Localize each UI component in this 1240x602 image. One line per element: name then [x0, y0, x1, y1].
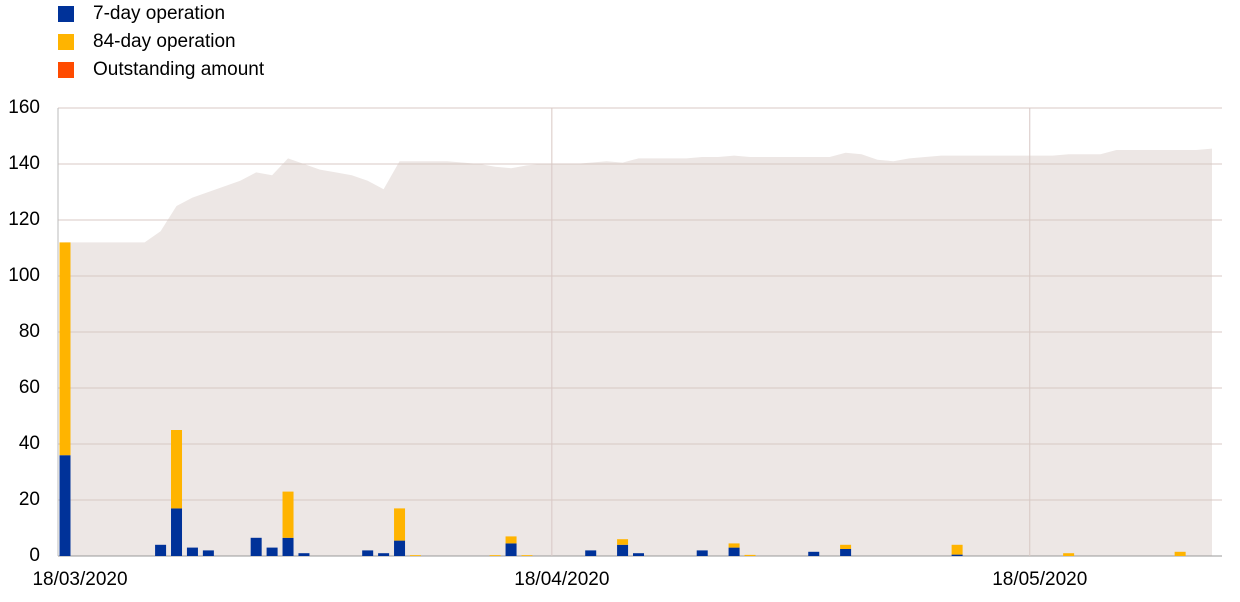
- bar: [59, 455, 71, 556]
- area: [65, 148, 1212, 556]
- y-tick-label: 40: [19, 433, 40, 454]
- bar: [394, 508, 406, 541]
- legend-label: 7-day operation: [93, 3, 225, 24]
- bar: [394, 540, 406, 556]
- bar: [840, 544, 852, 549]
- y-tick-label: 0: [29, 545, 40, 566]
- bar: [155, 544, 167, 556]
- bar: [617, 539, 629, 545]
- bar: [298, 553, 310, 556]
- legend-swatch: [58, 6, 74, 22]
- bar: [282, 537, 294, 556]
- bar: [266, 547, 278, 556]
- y-tick-label: 160: [8, 97, 40, 118]
- bar: [728, 543, 740, 548]
- bar: [633, 553, 644, 556]
- bar: [250, 537, 262, 556]
- bar: [282, 491, 294, 538]
- legend-label: 84-day operation: [93, 31, 236, 52]
- bar: [171, 508, 183, 556]
- bar: [1063, 553, 1075, 556]
- bar: [808, 551, 820, 556]
- legend-swatch: [58, 62, 74, 78]
- bar: [505, 543, 517, 556]
- bar: [951, 554, 963, 556]
- bar: [505, 536, 517, 544]
- bar: [521, 555, 533, 556]
- bar: [585, 550, 597, 556]
- bar: [744, 554, 756, 556]
- bar: [378, 553, 390, 556]
- y-tick-label: 140: [8, 153, 40, 174]
- y-tick-label: 100: [8, 265, 40, 286]
- bar: [202, 550, 214, 556]
- legend-swatch: [58, 34, 74, 50]
- y-tick-label: 120: [8, 209, 40, 230]
- bar: [409, 555, 421, 556]
- bar: [951, 544, 963, 555]
- bar: [362, 550, 374, 556]
- x-tick-label: 18/05/2020: [992, 569, 1087, 590]
- bar: [728, 547, 740, 556]
- bar: [59, 242, 71, 456]
- bar: [1174, 551, 1186, 556]
- bar: [489, 555, 501, 556]
- y-tick-label: 60: [19, 377, 40, 398]
- bar: [696, 550, 708, 556]
- x-tick-label: 18/03/2020: [32, 569, 127, 590]
- x-tick-label: 18/04/2020: [514, 569, 609, 590]
- bar: [171, 430, 183, 509]
- legend-label: Outstanding amount: [93, 59, 265, 80]
- y-tick-label: 80: [19, 321, 40, 342]
- bar: [186, 547, 198, 556]
- bar: [617, 544, 629, 556]
- bar: [840, 549, 852, 556]
- y-tick-label: 20: [19, 489, 40, 510]
